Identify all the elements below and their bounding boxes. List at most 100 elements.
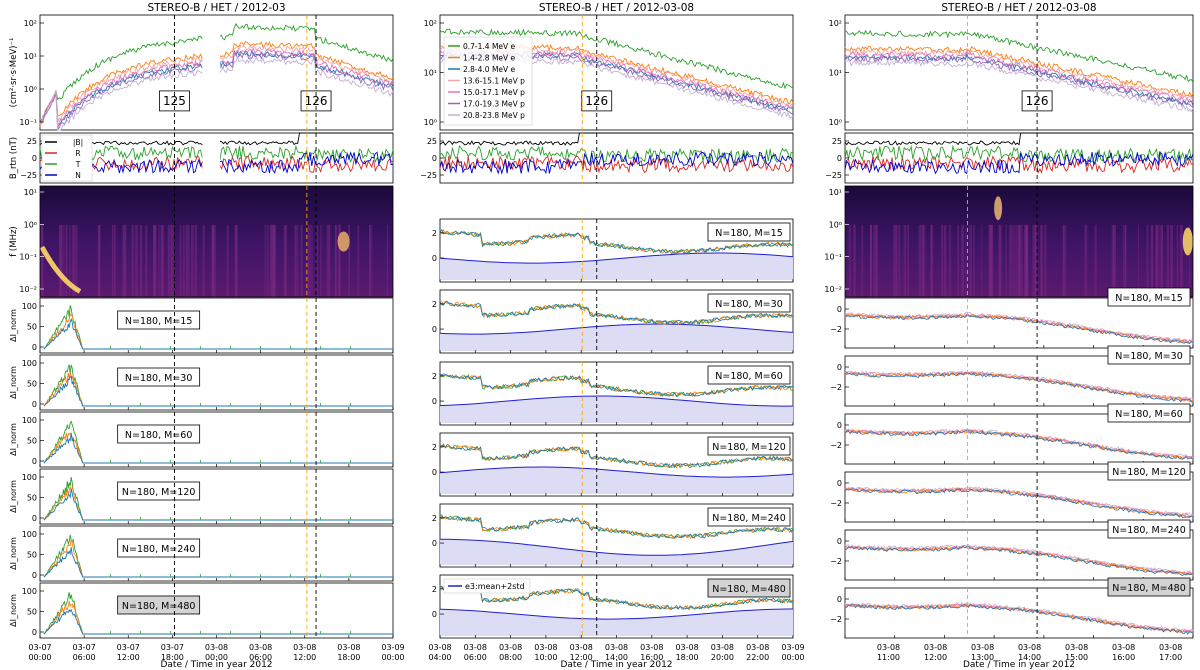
b-series-0: [439, 132, 793, 146]
radio-burst: [1182, 227, 1193, 256]
di-annotation: N=180, M=240: [122, 544, 196, 555]
di-annotation-box: [707, 222, 791, 242]
di-series-2: [439, 514, 794, 539]
flux-y-tick-label: 10⁰: [829, 118, 842, 127]
flux-y-tick-label: 10¹: [24, 52, 37, 61]
di-series-0: [844, 602, 1194, 633]
column-right: STEREO-B / HET / 2012-03-0810²10¹10⁰1262…: [824, 2, 1194, 670]
flux-series-1: [844, 45, 1194, 98]
di-series-2: [43, 317, 393, 350]
di-series-0: [43, 364, 393, 407]
flux-panel: [39, 14, 394, 131]
legend-entry: 17.0-19.3 MeV p: [463, 100, 525, 109]
panel-title: STEREO-B / HET / 2012-03-08: [539, 2, 694, 14]
di-annotation-box: [1107, 345, 1191, 365]
di-y-tick-label: 0: [32, 400, 37, 409]
di-y-tick-label: 0: [432, 254, 437, 263]
di-y-label: ΔI_norm: [9, 309, 18, 342]
di-y-tick-label: 0: [432, 468, 437, 477]
di-annotation: N=180, M=120: [1112, 467, 1186, 478]
di-series-3: [845, 545, 1194, 576]
di-y-tick-label: 2: [432, 229, 437, 238]
di-annotation: N=180, M=480: [1112, 583, 1186, 594]
di-panel: [844, 587, 1194, 639]
panel-title: STEREO-B / HET / 2012-03: [147, 2, 285, 14]
di-series-1: [43, 312, 393, 350]
x-tick-label: 03-08 10:00: [534, 643, 557, 662]
di-series-2: [439, 300, 794, 325]
flux-series-0: [844, 29, 1194, 83]
x-tick-label: 03-08 08:00: [499, 643, 522, 662]
x-tick-label: 03-07 06:00: [73, 643, 96, 662]
b-series-1: [844, 155, 1194, 174]
di-annotation-box: [117, 367, 201, 387]
di-annotation-box: [117, 481, 201, 501]
di-y-tick-label: 50: [27, 494, 37, 503]
di-annotation-box: [1107, 519, 1191, 539]
x-tick-label: 03-08 00:00: [205, 643, 228, 662]
b-y-tick-label: 25: [27, 137, 37, 146]
di-annotation-box: [1107, 461, 1191, 481]
b-y-tick-label: 0: [432, 154, 437, 163]
flux-y-label: (cm²·sr·s·MeV)⁻¹: [9, 38, 19, 108]
di-series-4: [844, 314, 1194, 344]
legend-entry: N: [75, 171, 81, 180]
b-y-tick-label: 25: [832, 137, 842, 146]
di-series-1: [439, 228, 794, 255]
di-y-tick-label: 0: [837, 595, 842, 604]
di-series-2: [43, 608, 393, 635]
di-y-tick-label: 50: [27, 608, 37, 617]
di-annotation-box: [117, 424, 201, 444]
x-tick-label: 03-08 16:00: [640, 643, 663, 662]
legend-entry: |B|: [73, 138, 83, 147]
threshold-line: [439, 608, 793, 620]
di-y-tick-label: 50: [27, 380, 37, 389]
di-annotation: N=180, M=240: [1112, 525, 1186, 536]
flux-y-tick-label: 10²: [424, 19, 437, 28]
di-series-4: [844, 372, 1194, 403]
legend-entry: R: [75, 149, 80, 158]
x-tick-label: 03-09 00:00: [381, 643, 404, 662]
di-series-0: [43, 534, 393, 578]
x-tick-label: 03-09 00:00: [781, 643, 804, 662]
x-tick-label: 03-08 17:00: [1159, 643, 1182, 662]
di-annotation: N=180, M=120: [712, 442, 786, 453]
b-y-label: B_rtn (nT): [9, 137, 19, 179]
b-y-tick-label: 0: [837, 154, 842, 163]
di-series-1: [43, 601, 393, 635]
legend-entry: 2.8-4.0 MeV e: [463, 65, 516, 74]
spectrogram-frame: [39, 185, 394, 298]
spec-y-tick-label: 10⁻²: [824, 285, 842, 294]
x-tick-label: 03-08 20:00: [711, 643, 734, 662]
radio-burst: [994, 196, 1003, 221]
di-annotation-box: [117, 310, 201, 330]
x-tick-label: 03-08 06:00: [249, 643, 272, 662]
b-series-2: [844, 144, 1194, 164]
di-y-tick-label: 0: [32, 514, 37, 523]
di-annotation: N=180, M=60: [125, 430, 192, 441]
di-y-tick-label: 100: [22, 359, 37, 368]
di-panel: [844, 355, 1194, 407]
x-tick-label: 03-08 11:00: [877, 643, 900, 662]
di-series-2: [43, 432, 393, 464]
di-annotation: N=180, M=15: [1115, 293, 1182, 304]
x-tick-label: 03-07 12:00: [117, 643, 140, 662]
di-y-tick-label: 0: [837, 363, 842, 372]
x-tick-label: 03-08 18:00: [675, 643, 698, 662]
legend-entry: 0.7-1.4 MeV e: [463, 42, 516, 51]
column-middle: STEREO-B / HET / 2012-03-0810²10¹10⁰1260…: [420, 2, 805, 670]
di-y-label: ΔI_norm: [9, 423, 18, 456]
di-series-2: [43, 375, 393, 407]
di-annotation-box: [707, 578, 791, 598]
di-panel: [844, 297, 1194, 349]
x-tick-label: 03-08 06:00: [464, 643, 487, 662]
b-y-tick-label: 0: [32, 154, 37, 163]
spec-y-label: f (MHz): [9, 226, 19, 257]
spec-y-tick-label: 10⁰: [829, 220, 842, 229]
threshold-fill: [440, 324, 793, 351]
di-annotation: N=180, M=15: [715, 228, 782, 239]
di-series-1: [844, 370, 1194, 402]
di-y-tick-label: 0: [432, 325, 437, 334]
di-annotation: N=180, M=30: [125, 373, 192, 384]
b-series-3: [439, 150, 794, 175]
